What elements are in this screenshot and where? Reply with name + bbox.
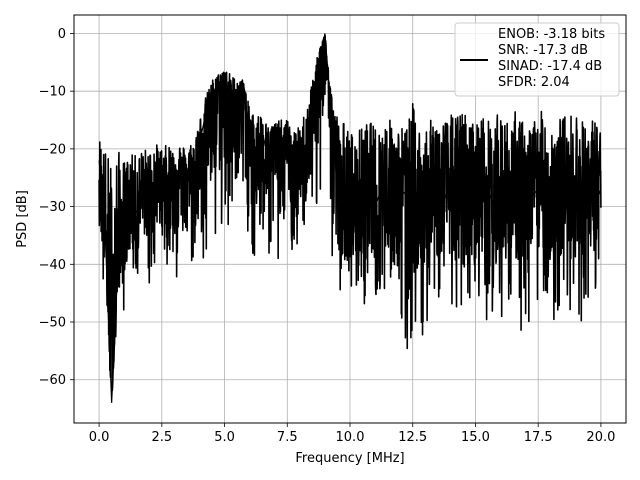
y-axis-label: PSD [dB] [15,190,30,248]
legend-sfdr: SFDR: 2.04 [498,75,570,90]
y-tick-label: −40 [39,258,66,273]
y-tick-label: 0 [58,27,66,42]
legend-enob: ENOB: -3.18 bits [498,27,605,42]
y-tick-label: −60 [39,373,66,388]
psd-sample-trace [98,33,602,403]
legend-sinad: SINAD: -17.4 dB [498,59,602,74]
y-ticks: 0 −10 −20 −30 −40 −50 −60 [39,27,74,388]
y-tick-label: −50 [39,316,66,331]
y-tick-label: −20 [39,142,66,157]
legend: ENOB: -3.18 bits SNR: -17.3 dB SINAD: -1… [454,22,620,97]
x-tick-label: 5.0 [214,430,235,445]
x-ticks: 0.0 2.5 5.0 7.5 10.0 12.5 15.0 17.5 20.0 [89,423,615,445]
x-tick-label: 20.0 [586,430,615,445]
x-tick-label: 15.0 [461,430,490,445]
x-tick-label: 17.5 [524,430,553,445]
x-tick-label: 10.0 [336,430,365,445]
psd-series-line [98,35,602,392]
x-tick-label: 7.5 [277,430,298,445]
y-tick-label: −30 [39,200,66,215]
x-tick-label: 0.0 [89,430,110,445]
y-tick-label: −10 [39,85,66,100]
legend-box [454,22,620,97]
x-tick-label: 2.5 [151,430,172,445]
legend-snr: SNR: -17.3 dB [498,43,588,58]
plot-area [98,33,602,403]
x-tick-label: 12.5 [398,430,427,445]
x-axis-label: Frequency [MHz] [295,451,404,466]
